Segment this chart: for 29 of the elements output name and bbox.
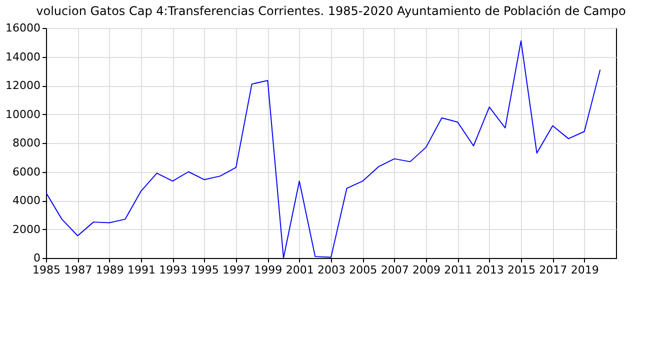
x-tick-label: 1989: [96, 264, 124, 276]
y-tick-label: 8000: [12, 136, 40, 150]
line-series: [46, 40, 601, 258]
x-tick-label: 2003: [318, 264, 346, 276]
x-tick-label: 2015: [508, 264, 536, 276]
x-tick-label: 1985: [32, 264, 60, 276]
x-tick-label: 2013: [476, 264, 504, 276]
x-tick-label: 2005: [349, 264, 378, 276]
x-tick-label: 2001: [286, 264, 314, 276]
x-tick-label: 2011: [444, 264, 472, 276]
y-tick-label: 6000: [12, 165, 40, 178]
x-tick-label: 1993: [159, 264, 188, 276]
x-tick-label: 2019: [570, 264, 599, 276]
y-tick-label: 10000: [6, 108, 40, 121]
x-tick-label: 1987: [64, 264, 92, 276]
y-tick-label: 16000: [6, 22, 40, 34]
chart-title: volucion Gatos Cap 4:Transferencias Corrientes. 1985-2020 Ayuntamiento de Población de Campo: [36, 4, 626, 18]
y-tick-label: 2000: [12, 222, 40, 236]
x-tick-label: 2009: [412, 264, 440, 276]
x-tick-label: 1999: [254, 264, 282, 276]
x-tick-label: 2007: [380, 264, 409, 276]
x-tick-label: 1991: [128, 264, 156, 276]
y-tick-label: 0: [34, 252, 40, 264]
x-tick-label: 1995: [190, 264, 219, 276]
y-tick-label: 4000: [12, 194, 40, 207]
x-tick-label: 2017: [539, 264, 568, 276]
y-tick-label: 12000: [6, 79, 40, 92]
y-tick-label: 14000: [6, 50, 40, 64]
x-tick-label: 1997: [222, 264, 250, 276]
